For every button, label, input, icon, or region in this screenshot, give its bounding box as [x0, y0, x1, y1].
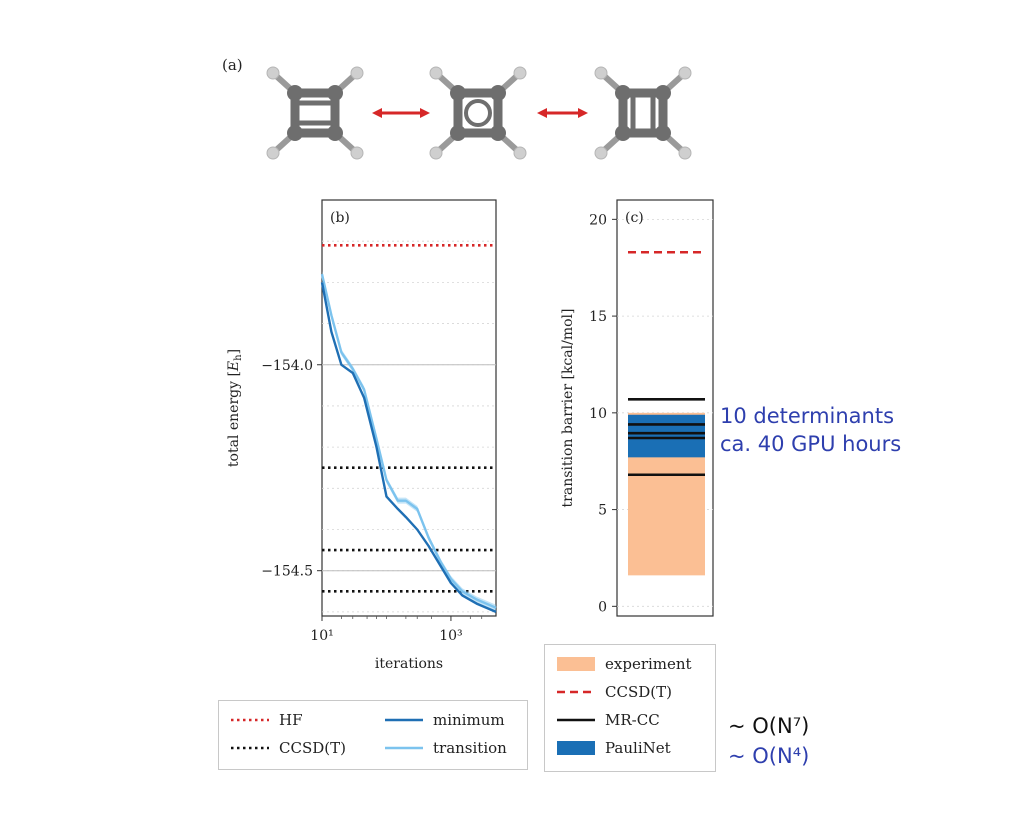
legend-label-ccsdt-c: CCSD(T) [605, 683, 672, 701]
panel-c-frame [616, 199, 714, 617]
legend-label-ccsdt: CCSD(T) [279, 739, 346, 757]
annotation-gpu-hours: ca. 40 GPU hours [720, 432, 902, 456]
carbon-atom [490, 85, 506, 101]
legend-entry-minimum: minimum [385, 711, 505, 729]
legend-swatch-minimum [385, 718, 423, 722]
panel-c-ticks: 0 5 10 15 20 [589, 212, 617, 615]
carbon-atom [327, 85, 343, 101]
hydrogen-atom [429, 146, 443, 160]
x-tick-label: 10³ [439, 628, 462, 644]
hydrogen-atom [678, 146, 692, 160]
hydrogen-atom [594, 146, 608, 160]
legend-entry-mrcc: MR-CC [557, 711, 660, 729]
panel-b-xlabel: iterations [375, 656, 443, 672]
arrow-head [420, 108, 430, 118]
panel-b-ticks: −154.0 −154.5 10¹ 10³ [261, 358, 483, 644]
y-tick-label: −154.5 [261, 564, 313, 580]
legend-label-experiment: experiment [605, 655, 692, 673]
annotation-determinants: 10 determinants [720, 404, 895, 428]
legend-label-mrcc: MR-CC [605, 711, 660, 729]
panel-b-frame [321, 199, 497, 617]
carbon-atom [615, 85, 631, 101]
hydrogen-atom [350, 146, 364, 160]
panel-b-series [320, 271, 497, 614]
panel-b-grid [322, 240, 496, 613]
hydrogen-atom [678, 66, 692, 80]
legend-swatch-mrcc [557, 718, 595, 722]
legend-label-minimum: minimum [433, 711, 505, 729]
carbon-atom [655, 85, 671, 101]
cyclobutadiene-molecules [266, 66, 692, 160]
hydrogen-atom [513, 66, 527, 80]
legend-swatch-paulinet [557, 741, 595, 755]
y-tick-label: 20 [589, 212, 607, 228]
carbon-atom [450, 85, 466, 101]
arrow-head [372, 108, 382, 118]
arrow-head [578, 108, 588, 118]
series-transition [320, 273, 497, 609]
legend-entry-paulinet: PauliNet [557, 739, 671, 757]
panel-b-chart: −154.0 −154.5 10¹ 10³ (b) iterations total … [226, 199, 497, 672]
panel-a: (a) [222, 56, 692, 160]
legend-label-transition: transition [433, 739, 507, 757]
panel-c-chart: 0 5 10 15 20 (c) transition barrier [kcal/mo… [560, 199, 714, 617]
panel-c-legend: experiment CCSD(T) MR-CC PauliNet [544, 644, 716, 772]
legend-entry-ccsdt-c: CCSD(T) [557, 683, 672, 701]
panel-b-legend: HF minimum CCSD(T) transition [218, 700, 528, 770]
legend-entry-transition: transition [385, 739, 507, 757]
band-paulinet [628, 414, 705, 458]
legend-entry-hf: HF [231, 711, 303, 729]
carbon-atom [450, 125, 466, 141]
arrow-head [537, 108, 547, 118]
panel-c-label: (c) [625, 210, 644, 226]
aromatic-ring [464, 99, 492, 127]
legend-swatch-ccsdt-c [557, 690, 595, 694]
panel-b-ylabel: total energy [Eh] [226, 349, 244, 467]
carbon-atom [287, 125, 303, 141]
legend-entry-ccsdt: CCSD(T) [231, 739, 346, 757]
y-tick-label: 0 [598, 599, 607, 615]
legend-swatch-hf [231, 718, 269, 722]
panel-b-label: (b) [330, 210, 350, 226]
panel-a-label: (a) [222, 56, 243, 74]
hydrogen-atom [513, 146, 527, 160]
hydrogen-atom [350, 66, 364, 80]
legend-swatch-ccsdt [231, 746, 269, 750]
legend-swatch-transition [385, 746, 423, 750]
carbon-atom [490, 125, 506, 141]
legend-entry-experiment: experiment [557, 655, 692, 673]
series-minimum [320, 282, 497, 614]
legend-swatch-experiment [557, 657, 595, 671]
hydrogen-atom [266, 66, 280, 80]
panel-c-lines [628, 251, 705, 477]
hydrogen-atom [429, 66, 443, 80]
transition-band [322, 271, 496, 611]
panel-c-ylabel: transition barrier [kcal/mol] [560, 309, 576, 508]
x-tick-label: 10¹ [310, 628, 333, 644]
hydrogen-atom [266, 146, 280, 160]
y-tick-label: 15 [589, 309, 607, 325]
legend-label-paulinet: PauliNet [605, 739, 671, 757]
panel-c-bands [628, 412, 705, 576]
hydrogen-atom [594, 66, 608, 80]
y-tick-label: 10 [589, 406, 607, 422]
carbon-atom [327, 125, 343, 141]
carbon-atom [615, 125, 631, 141]
carbon-atom [655, 125, 671, 141]
annotation-scaling-paulinet: ~ O(N⁴) [728, 744, 810, 768]
legend-label-hf: HF [279, 711, 303, 729]
panel-b-reference-lines [322, 244, 496, 593]
y-tick-label: −154.0 [261, 358, 313, 374]
y-tick-label: 5 [598, 503, 607, 519]
carbon-atom [287, 85, 303, 101]
annotation-scaling-mrcc: ~ O(N⁷) [728, 714, 810, 738]
